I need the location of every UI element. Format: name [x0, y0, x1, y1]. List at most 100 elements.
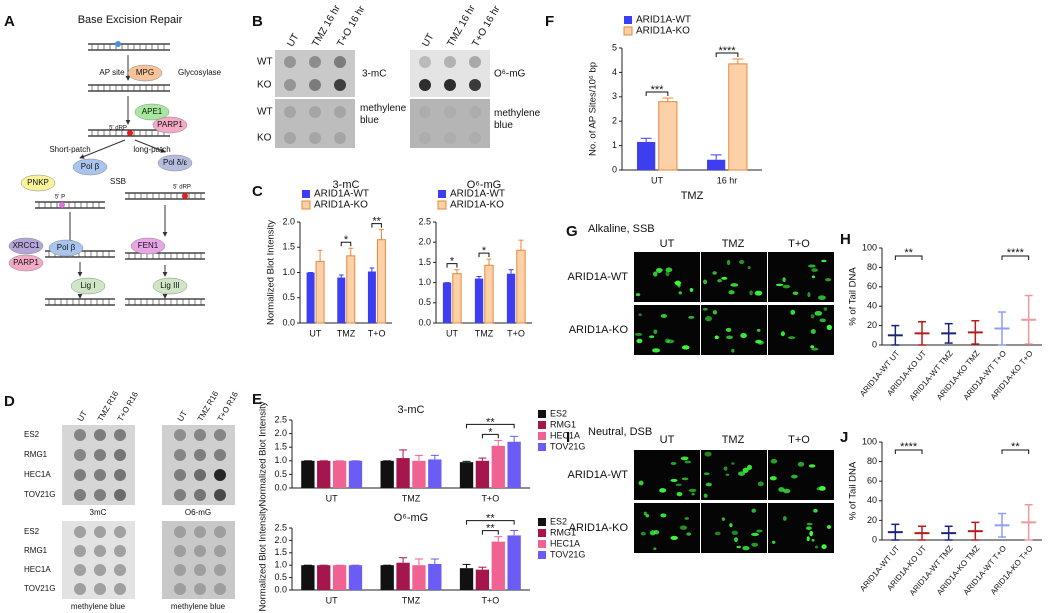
comet: [721, 276, 728, 280]
bar: [380, 565, 394, 590]
comet: [712, 271, 717, 275]
significance-bracket: [481, 433, 499, 439]
legend-swatch: [538, 529, 546, 537]
bar: [637, 141, 656, 170]
comet: [659, 488, 667, 493]
protein: [72, 158, 108, 176]
y-tick-label: 20: [867, 515, 877, 525]
x-tick-label: T+O: [481, 595, 499, 605]
comet: [780, 331, 785, 337]
blot-dot: [419, 132, 431, 144]
x-tick-label: UT: [326, 493, 338, 503]
y-tick-label: 2.5: [418, 216, 431, 226]
significance-label: **: [372, 215, 381, 227]
y-axis-label: Normalized Blot Intensity: [266, 220, 277, 325]
significance-bracket: [894, 255, 923, 260]
comet: [742, 545, 750, 551]
legend-swatch: [302, 190, 310, 198]
y-tick-label: 0.0: [282, 317, 295, 327]
blot-dot: [334, 106, 346, 118]
comet: [805, 526, 812, 531]
counterstain-label: methylene blue: [494, 108, 541, 131]
legend-swatch: [438, 190, 446, 198]
comet: [751, 532, 759, 537]
bar: [491, 541, 505, 590]
comet: [814, 310, 823, 316]
blot-dot: [444, 56, 456, 68]
blot-dot: [309, 79, 321, 91]
blot-dot: [94, 449, 106, 461]
bar: [346, 255, 356, 324]
comet-image: [768, 450, 834, 500]
chart-title: 3-mC: [333, 179, 360, 191]
x-tick-label: TMZ: [475, 328, 494, 338]
panel-label: G: [566, 223, 578, 240]
comet: [725, 327, 732, 332]
blot-dot: [74, 545, 86, 557]
y-tick-label: 1.0: [282, 267, 295, 277]
comet: [821, 259, 827, 263]
legend-label: TOV21G: [550, 549, 585, 559]
comet: [782, 277, 786, 283]
comet: [754, 290, 763, 296]
diagram-label: SSB: [110, 177, 126, 186]
y-tick-label: 0.5: [282, 292, 295, 302]
blot-dot: [74, 429, 86, 441]
significance-label: *: [344, 234, 349, 246]
comet: [775, 283, 784, 287]
bar: [474, 278, 484, 323]
chart-title: 3-mC: [398, 404, 425, 416]
blot-dot: [469, 132, 481, 144]
bar: [332, 460, 347, 488]
y-tick-label: 2.0: [274, 535, 287, 545]
legend-swatch: [538, 551, 546, 559]
lesion: [59, 202, 65, 208]
comet: [749, 290, 753, 296]
comet: [723, 466, 728, 471]
column-label: UT: [660, 238, 675, 250]
row-label: ES2: [24, 527, 40, 536]
column-label: UT: [176, 409, 189, 423]
comet: [691, 492, 695, 496]
comet: [729, 523, 733, 528]
panel-label: J: [840, 429, 848, 446]
y-tick-label: 40: [867, 301, 877, 311]
comet: [769, 476, 777, 481]
protein-label: FEN1: [138, 241, 159, 250]
comet: [811, 275, 815, 279]
column-label: UT: [285, 32, 301, 49]
comet-title: Neutral, DSB: [588, 426, 652, 438]
legend-label: ARID1A-KO: [450, 200, 504, 211]
panel-label: B: [252, 13, 263, 30]
comet: [757, 481, 764, 487]
blot-dot: [214, 489, 226, 501]
y-tick-label: 1.0: [274, 560, 287, 570]
comet: [818, 295, 826, 301]
column-label: TMZ: [722, 434, 745, 446]
comet: [737, 471, 746, 476]
blot-dot: [94, 526, 106, 538]
y-tick-label: 20: [867, 320, 877, 330]
blot-dot: [194, 489, 206, 501]
comet-image: [634, 252, 700, 302]
protein-label: MPG: [136, 68, 154, 77]
comet: [806, 536, 810, 542]
comet-title: Alkaline, SSB: [588, 223, 655, 235]
comet: [703, 279, 708, 285]
counterstain-label: methylene blue: [71, 602, 126, 611]
y-axis-label: % of Tail DNA: [848, 267, 859, 326]
row-label: KO: [257, 133, 272, 144]
legend-label: ES2: [550, 516, 567, 526]
significance-label: **: [1011, 441, 1020, 453]
bar: [507, 441, 521, 488]
y-tick-label: 5: [612, 42, 617, 52]
y-axis-label: Normalized Blot Intensity: [258, 506, 269, 611]
protein-label: PNKP: [27, 178, 49, 187]
diagram-label: Short-patch: [49, 145, 90, 154]
comet: [717, 278, 722, 283]
bar: [376, 239, 386, 324]
x-tick-label: T+O: [481, 493, 499, 503]
bar: [367, 271, 376, 323]
comet: [756, 529, 763, 533]
bar: [459, 568, 474, 590]
